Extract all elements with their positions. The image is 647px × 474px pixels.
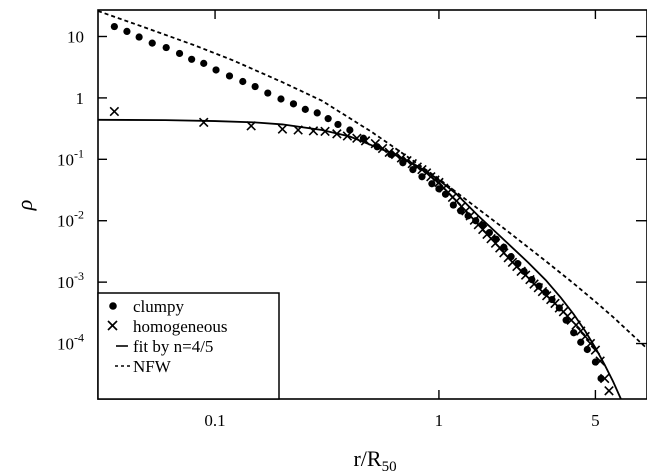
homogeneous-point — [377, 143, 388, 154]
clumpy-point — [289, 100, 298, 108]
x-tick-label: 5 — [591, 411, 600, 430]
y-axis-title: ρ — [12, 200, 37, 212]
x-tick-label: 1 — [435, 411, 444, 430]
fit-curve — [98, 118, 622, 399]
clumpy-point — [577, 338, 585, 346]
homogeneous-point — [277, 124, 288, 134]
homogeneous-point — [599, 373, 610, 384]
homogeneous-point — [332, 129, 342, 139]
homogeneous-point — [417, 164, 427, 175]
clumpy-point — [239, 77, 247, 86]
legend-clumpy-label: clumpy — [133, 297, 184, 316]
y-tick-label: 10-4 — [57, 331, 84, 354]
homogeneous-point — [590, 345, 601, 355]
homogeneous-point — [595, 356, 605, 366]
legend-fit-label: fit by n=4/5 — [133, 337, 213, 356]
y-tick-label-exponent: -3 — [74, 269, 84, 283]
y-tick-label: 10 — [67, 27, 84, 46]
clumpy-point — [528, 275, 536, 284]
homogeneous-point — [571, 320, 581, 330]
homogeneous-point — [246, 121, 256, 131]
clumpy-point — [225, 72, 234, 80]
nfw-curve — [98, 10, 647, 350]
y-tick-label-base: 10 — [57, 335, 74, 354]
y-tick-label-base: 1 — [76, 89, 85, 108]
y-tick-label-exponent: -4 — [74, 331, 84, 345]
homogeneous-point — [198, 117, 209, 128]
homogeneous-point — [396, 153, 407, 163]
clumpy-point — [188, 55, 196, 63]
clumpy-point — [570, 329, 578, 337]
y-tick-label: 10-2 — [57, 208, 84, 231]
homogeneous-point — [109, 106, 120, 117]
homogeneous-point — [412, 162, 422, 172]
y-tick-label-base: 10 — [57, 150, 74, 169]
homogeneous-point — [585, 338, 596, 349]
clumpy-point — [583, 345, 591, 354]
homogeneous-point — [402, 155, 412, 166]
homogeneous-point — [580, 331, 590, 342]
clumpy-point — [334, 120, 342, 129]
clumpy-point — [212, 66, 220, 74]
homogeneous-point — [293, 125, 303, 135]
legend: clumpy homogeneous fit by n=4/5 NFW — [97, 292, 280, 400]
homogeneous-point — [604, 386, 614, 396]
y-tick-label-base: 10 — [67, 27, 84, 46]
homogeneous-point — [320, 126, 330, 137]
clumpy-point — [110, 22, 118, 31]
legend-homogeneous-label: homogeneous — [133, 317, 227, 336]
y-tick-label-base: 10 — [57, 212, 74, 231]
series-layer — [98, 10, 647, 399]
clumpy-point — [175, 49, 184, 58]
y-tick-label-exponent: -2 — [74, 208, 84, 222]
x-axis-title-main: r/R — [353, 446, 381, 471]
clumpy-point — [251, 82, 259, 91]
legend-box — [97, 292, 280, 400]
x-tick-label: 0.1 — [204, 411, 225, 430]
clumpy-point — [200, 59, 208, 67]
legend-homogeneous-marker — [107, 320, 118, 331]
clumpy-point — [277, 95, 285, 103]
clumpy-point — [162, 43, 170, 52]
homogeneous-point — [384, 147, 395, 158]
homogeneous-point — [360, 136, 371, 146]
legend-clumpy-marker — [109, 302, 117, 310]
clumpy-point — [346, 126, 354, 134]
clumpy-point — [301, 105, 309, 113]
legend-nfw-label: NFW — [133, 357, 172, 376]
clumpy-point — [264, 89, 272, 97]
plot-frame — [97, 9, 647, 400]
y-tick-label: 1 — [76, 89, 85, 108]
homogeneous-point — [308, 126, 319, 136]
homogeneous-point — [370, 138, 381, 149]
y-tick-label-exponent: -1 — [74, 146, 84, 160]
clumpy-point — [123, 27, 131, 36]
y-tick-label: 10-3 — [57, 269, 84, 292]
x-axis-title: r/R50 — [353, 446, 396, 474]
homogeneous-point — [390, 149, 401, 160]
clumpy-point — [313, 109, 321, 117]
clumpy-point — [409, 165, 417, 174]
homogeneous-point — [352, 133, 362, 144]
clumpy-point — [135, 33, 143, 41]
clumpy-point — [324, 115, 332, 123]
y-tick-label: 10-1 — [57, 146, 84, 169]
y-tick-label-base: 10 — [57, 273, 74, 292]
homogeneous-point — [407, 158, 418, 169]
clumpy-point — [148, 39, 156, 47]
homogeneous-point — [342, 131, 353, 141]
x-axis-title-sub: 50 — [382, 459, 397, 474]
